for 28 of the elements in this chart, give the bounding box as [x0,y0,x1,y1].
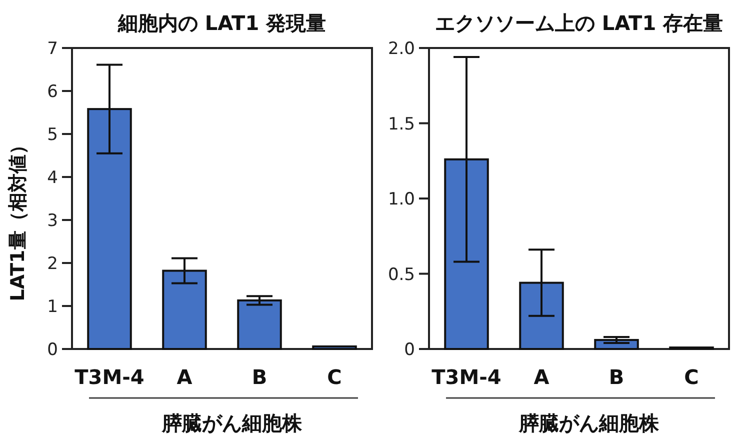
y-tick-label: 5 [47,125,58,145]
bar [237,299,282,350]
y-tick-label: 1.5 [388,114,415,134]
y-tick-label: 2.0 [388,39,415,59]
y-tick-label: 2 [47,254,58,274]
x-axis-title: 膵臓がん細胞株 [161,411,303,435]
x-tick-label: B [608,365,624,389]
chart-title: エクソソーム上の LAT1 存在量 [434,11,724,35]
chart-title: 細胞内の LAT1 発現量 [116,11,326,35]
x-tick-label: C [684,365,699,389]
x-tick-label: C [327,365,342,389]
y-tick-label: 0.5 [388,264,415,285]
x-tick-label: A [176,365,193,389]
y-tick-label: 3 [47,211,58,231]
y-tick-label: 7 [47,39,58,59]
x-axis-title: 膵臓がん細胞株 [518,411,660,435]
y-axis-title: LAT1量（相対値） [7,136,29,302]
y-tick-label: 1.0 [388,190,415,210]
y-tick-label: 1 [47,297,58,317]
y-tick-label: 6 [47,82,58,102]
x-tick-label: B [252,365,268,389]
bar [312,345,357,350]
y-tick-label: 0 [404,340,415,360]
x-tick-label: T3M-4 [74,365,144,389]
y-tick-label: 4 [47,168,58,188]
x-tick-label: A [534,365,550,389]
y-tick-label: 0 [47,340,58,360]
x-tick-label: T3M-4 [432,365,502,389]
